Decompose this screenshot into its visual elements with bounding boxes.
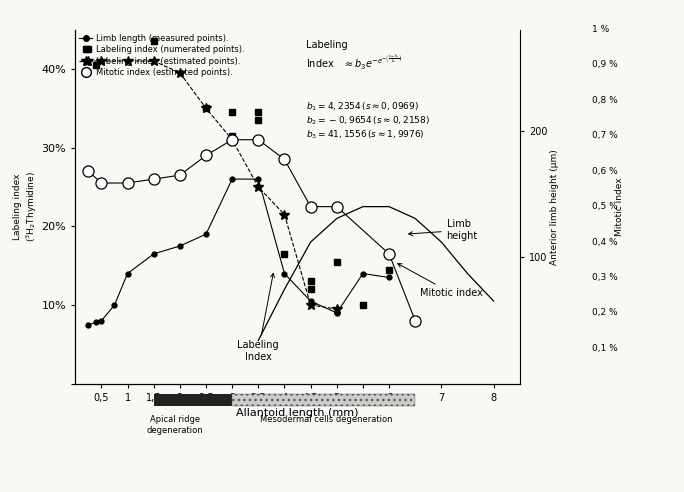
Text: 0,4 %: 0,4 % [592,238,617,246]
Bar [154,394,232,406]
Text: Mitotic index: Mitotic index [614,177,624,236]
Y-axis label: Labeling index
($^3$H$_2$Thymidine): Labeling index ($^3$H$_2$Thymidine) [13,171,39,242]
Text: 1 %: 1 % [592,25,609,34]
Text: 0,9 %: 0,9 % [592,61,618,69]
Text: Labeling
Index   $\approx b_3 e^{-e^{-\left(\frac{x-b_1}{b_2}\right)}}$: Labeling Index $\approx b_3 e^{-e^{-\lef… [306,40,403,72]
Y-axis label: Anterior limb height (µm): Anterior limb height (µm) [550,149,559,265]
Legend: Limb length (measured points)., Labeling index (numerated points)., Labeling ind: Limb length (measured points)., Labeling… [79,33,245,77]
Text: 0,7 %: 0,7 % [592,131,618,140]
Text: Mitotic index: Mitotic index [397,264,484,298]
Text: Mesodermal cells degeneration: Mesodermal cells degeneration [260,415,393,424]
Text: 0,1 %: 0,1 % [592,344,618,353]
Text: Limb
height: Limb height [408,219,478,241]
Text: 0,8 %: 0,8 % [592,96,618,105]
Text: 0,2 %: 0,2 % [592,308,617,317]
Text: 0,3 %: 0,3 % [592,273,618,282]
Text: Labeling
Index: Labeling Index [237,274,279,362]
Text: 0,5 %: 0,5 % [592,202,618,211]
Text: $b_1 = 4,2354\,(s \approx 0,0969)$
$b_2 = -0,9654\,(s \approx 0,2158)$
$b_3 = 41: $b_1 = 4,2354\,(s \approx 0,0969)$ $b_2 … [306,100,430,142]
Text: Apical ridge
degeneration: Apical ridge degeneration [146,415,203,434]
Bar [232,394,415,406]
X-axis label: Allantoid length (mm): Allantoid length (mm) [236,408,359,418]
Text: 0,6 %: 0,6 % [592,167,618,176]
